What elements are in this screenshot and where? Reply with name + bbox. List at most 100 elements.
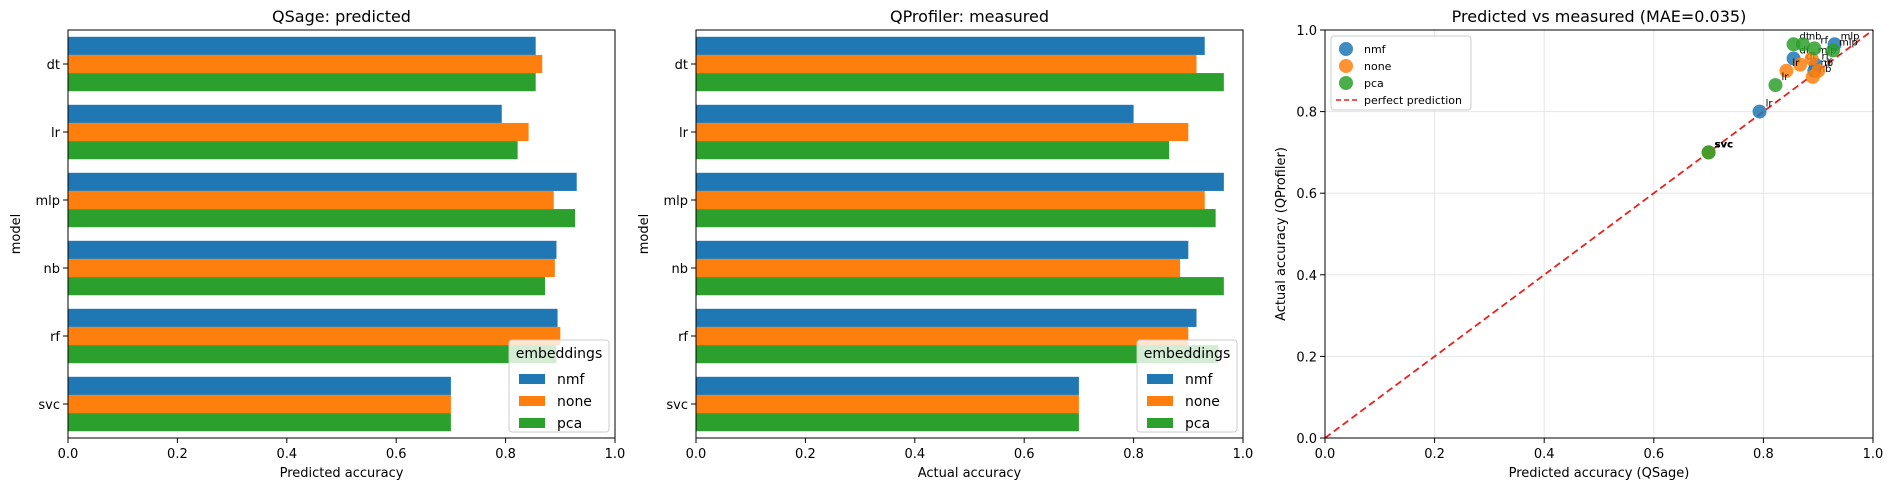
legend-label: pca <box>1364 77 1384 90</box>
bar-mlp-nmf <box>696 172 1224 191</box>
point-pca-rf <box>1807 41 1822 56</box>
x-tick-label: 0.8 <box>1753 447 1774 462</box>
x-tick-label: 0.2 <box>167 447 188 462</box>
bar-svc-none <box>696 394 1079 414</box>
point-pca-lr <box>1768 78 1783 93</box>
bar-panel-2: dt lr mlp nb rf svc 0.0 0.2 0.4 0.6 0.8 1.0 QProfile… <box>637 7 1253 481</box>
legend-marker-nmf <box>1339 42 1353 56</box>
bar-rf-pca <box>68 345 557 364</box>
legend: embeddings nmf none pca <box>508 339 610 433</box>
bar-mlp-pca <box>68 209 576 228</box>
x-axis-label: Predicted accuracy <box>280 466 404 481</box>
y-tick-label: nb <box>672 262 689 277</box>
y-tick-label: dt <box>47 58 60 73</box>
legend-title: embeddings <box>516 346 602 362</box>
legend: nmf none pca perfect prediction <box>1330 35 1472 111</box>
bar-dt-pca <box>696 73 1224 92</box>
point-label: rf <box>1824 58 1832 69</box>
bar-mlp-nmf <box>68 172 577 191</box>
chart-title: Predicted vs measured (MAE=0.035) <box>1452 7 1747 26</box>
x-tick-label: 0.4 <box>276 447 297 462</box>
chart-title: QSage: predicted <box>272 7 411 26</box>
bar-rf-nmf <box>68 308 558 327</box>
bar-dt-none <box>696 54 1197 74</box>
point-label: lr <box>1792 58 1800 69</box>
axes-frame <box>67 29 616 439</box>
y-tick-label: 0.0 <box>1296 432 1317 447</box>
bar-lr-pca <box>68 141 518 160</box>
y-tick-label: svc <box>38 398 60 413</box>
legend-label: pca <box>557 416 582 432</box>
point-label: nb <box>1820 58 1833 69</box>
bar-dt-pca <box>68 73 536 92</box>
y-tick-label: nb <box>44 262 61 277</box>
point-label: svc <box>1715 139 1733 150</box>
legend-label: nmf <box>1364 43 1387 56</box>
point-label: dt <box>1800 46 1810 57</box>
bar-panel-1: dt lr mlp nb rf svc 0.0 0.2 0.4 0.6 0.8 1.0 QSage: p… <box>9 7 625 481</box>
legend-label: nmf <box>557 372 586 388</box>
point-pca-nb <box>1795 37 1810 52</box>
legend-box <box>508 339 610 433</box>
legend-label: pca <box>1185 416 1210 432</box>
y-tick-label: mlp <box>663 194 688 209</box>
y-tick-label: 0.8 <box>1296 106 1317 121</box>
bar-lr-nmf <box>696 104 1134 123</box>
x-tick-label: 0.4 <box>904 447 925 462</box>
point-label: dt <box>1800 31 1810 42</box>
x-tick-label: 1.0 <box>605 447 626 462</box>
bar-mlp-pca <box>696 209 1216 228</box>
x-tick-label: 0.0 <box>58 447 79 462</box>
axes-frame <box>695 29 1244 439</box>
bar-rf-nmf <box>696 308 1197 327</box>
legend-marker-none <box>1339 59 1353 73</box>
x-tick-label: 0.4 <box>1534 447 1555 462</box>
x-axis-label: Predicted accuracy (QSage) <box>1509 466 1690 481</box>
y-axis-label: model <box>637 214 652 254</box>
bar-nb-pca <box>696 277 1224 296</box>
perfect-prediction-line <box>1324 29 1874 439</box>
y-axis-label: Actual accuracy (QProfiler) <box>1274 147 1289 321</box>
bar-rf-none <box>696 326 1189 346</box>
point-label: rf <box>1821 52 1829 63</box>
x-tick-label: 0.6 <box>1014 447 1035 462</box>
bar-rf-pca <box>696 345 1219 364</box>
y-tick-label: rf <box>678 330 688 345</box>
point-nmf-lr <box>1752 104 1767 119</box>
point-label: rf <box>1820 35 1828 46</box>
bar-nb-nmf <box>696 240 1189 259</box>
bar-mlp-none <box>696 190 1205 210</box>
y-tick-label: 1.0 <box>1296 24 1317 39</box>
legend-swatch-none <box>1147 396 1173 406</box>
point-pca-mlp <box>1825 43 1840 58</box>
legend-box <box>1136 339 1238 433</box>
legend-box <box>1330 35 1472 111</box>
legend-swatch-nmf <box>1147 374 1173 384</box>
point-label: nb <box>1809 31 1822 42</box>
legend-label: nmf <box>1185 372 1214 388</box>
axes-frame <box>1324 29 1874 439</box>
bar-svc-none <box>68 394 451 414</box>
point-label: nb <box>1819 64 1832 75</box>
bar-rf-none <box>68 326 561 346</box>
bar-dt-none <box>68 54 543 74</box>
legend-swatch-nmf <box>519 374 545 384</box>
bar-svc-pca <box>696 413 1079 432</box>
bar-nb-none <box>68 258 555 278</box>
bar-lr-pca <box>696 141 1170 160</box>
point-label: svc <box>1715 139 1733 150</box>
bar-nb-pca <box>68 277 545 296</box>
legend-label: perfect prediction <box>1364 94 1462 107</box>
y-tick-label: 0.2 <box>1296 350 1317 365</box>
y-tick-label: 0.6 <box>1296 187 1317 202</box>
y-tick-label: rf <box>50 330 60 345</box>
legend-swatch-pca <box>1147 418 1173 428</box>
bar-nb-nmf <box>68 240 557 259</box>
x-axis-label: Actual accuracy <box>918 466 1022 481</box>
point-none-dt <box>1793 57 1808 72</box>
x-tick-label: 1.0 <box>1233 447 1254 462</box>
x-tick-label: 0.0 <box>1315 447 1336 462</box>
legend-label: none <box>1185 394 1220 410</box>
y-axis-label: model <box>9 214 24 254</box>
